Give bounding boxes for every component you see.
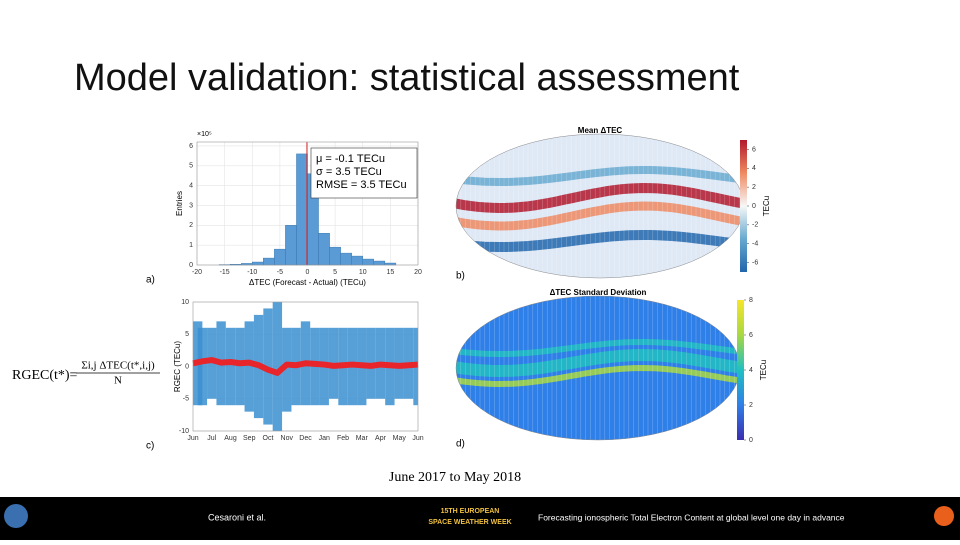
- colorbar-tick-label: 0: [749, 437, 753, 444]
- bar: [285, 225, 296, 265]
- footer-globe: [4, 504, 28, 528]
- colorbar-tick-label: 8: [749, 297, 753, 304]
- bar: [330, 247, 341, 265]
- spread-bar: [235, 328, 244, 405]
- stats-text: μ = -0.1 TECu: [316, 153, 385, 165]
- bar: [263, 258, 274, 265]
- y-axis-label: Entries: [175, 191, 184, 216]
- panel-label: b): [456, 271, 465, 282]
- x-tick-label: -5: [277, 269, 283, 276]
- colorbar-tick-label: 6: [752, 146, 756, 153]
- x-axis-label: ΔTEC (Forecast - Actual) (TECu): [249, 278, 366, 287]
- x-tick-label: Dec: [299, 435, 312, 442]
- colorbar-tick-label: -2: [752, 222, 758, 229]
- footer-authors: Cesaroni et al.: [208, 512, 266, 522]
- x-tick-label: 5: [333, 269, 337, 276]
- colorbar-tick-label: 6: [749, 332, 753, 339]
- y-exponent: ×10⁵: [197, 131, 212, 138]
- colorbar-label: TECu: [762, 196, 771, 216]
- bar: [341, 253, 352, 265]
- y-tick-label: 5: [189, 163, 193, 170]
- slide-title: Model validation: statistical assessment: [74, 57, 740, 99]
- colorbar-tick-label: 2: [752, 184, 756, 191]
- x-tick-label: Sep: [243, 435, 256, 442]
- bar: [274, 249, 285, 265]
- y-tick-label: 0: [185, 363, 189, 370]
- map-title: ΔTEC Standard Deviation: [550, 288, 647, 297]
- colorbar-tick-label: 4: [752, 165, 756, 172]
- colorbar-tick-label: -6: [752, 259, 758, 266]
- bar: [352, 256, 363, 265]
- colorbar-label: TECu: [759, 360, 768, 380]
- x-tick-label: 15: [386, 269, 394, 276]
- x-tick-label: Aug: [224, 435, 237, 442]
- colorbar: [740, 140, 747, 272]
- x-tick-label: Feb: [337, 435, 349, 442]
- footer-logo: SPACE WEATHER WEEK: [428, 519, 511, 526]
- panel-label: d): [456, 439, 465, 450]
- bar: [363, 259, 374, 265]
- panel-label: c): [146, 441, 154, 452]
- x-tick-label: Jun: [187, 435, 198, 442]
- map: [456, 134, 744, 278]
- x-tick-label: Apr: [375, 435, 387, 442]
- x-tick-label: 10: [359, 269, 367, 276]
- y-tick-label: 4: [189, 182, 193, 189]
- y-tick-label: -10: [179, 428, 189, 435]
- colorbar: [737, 300, 744, 440]
- x-tick-label: May: [393, 435, 407, 442]
- panel-label: a): [146, 275, 155, 286]
- colorbar-tick-label: 2: [749, 402, 753, 409]
- x-tick-label: Jul: [207, 435, 216, 442]
- formula-lhs: RGEC(t*)=: [12, 368, 78, 383]
- x-tick-label: Nov: [281, 435, 294, 442]
- stats-text: RMSE = 3.5 TECu: [316, 179, 407, 191]
- x-tick-label: -10: [247, 269, 257, 276]
- bar: [252, 262, 263, 265]
- colorbar-tick-label: -4: [752, 241, 758, 248]
- spread-bar: [198, 328, 207, 405]
- map-title: Mean ΔTEC: [578, 126, 623, 135]
- x-tick-label: 20: [414, 269, 422, 276]
- formula-denominator: N: [114, 375, 122, 387]
- colorbar-tick-label: 4: [749, 367, 753, 374]
- y-tick-label: 6: [189, 143, 193, 150]
- x-tick-label: 0: [306, 269, 310, 276]
- spread-bar: [226, 328, 235, 405]
- y-tick-label: -5: [183, 396, 189, 403]
- footer-logo: 15TH EUROPEAN: [441, 508, 500, 515]
- footer-icon: [934, 506, 954, 526]
- y-tick-label: 2: [189, 222, 193, 229]
- y-axis-label: RGEC (TECu): [173, 341, 182, 392]
- stats-text: σ = 3.5 TECu: [316, 166, 382, 178]
- footer-talk: Forecasting ionospheric Total Electron C…: [538, 512, 845, 522]
- y-tick-label: 5: [185, 331, 189, 338]
- x-tick-label: Jun: [412, 435, 423, 442]
- bar: [374, 261, 385, 265]
- x-tick-label: Oct: [263, 435, 274, 442]
- colorbar-tick-label: 0: [752, 203, 756, 210]
- map: [456, 296, 740, 440]
- bar: [296, 154, 307, 265]
- bar: [319, 233, 330, 265]
- x-tick-label: Jan: [319, 435, 330, 442]
- formula-numerator: Σi,j ΔTEC(t*,i,j): [81, 360, 155, 372]
- x-tick-label: -20: [192, 269, 202, 276]
- y-tick-label: 10: [181, 299, 189, 306]
- x-tick-label: -15: [220, 269, 230, 276]
- y-tick-label: 0: [189, 262, 193, 269]
- x-tick-label: Mar: [356, 435, 369, 442]
- caption: June 2017 to May 2018: [389, 470, 521, 485]
- y-tick-label: 1: [189, 242, 193, 249]
- y-tick-label: 3: [189, 202, 193, 209]
